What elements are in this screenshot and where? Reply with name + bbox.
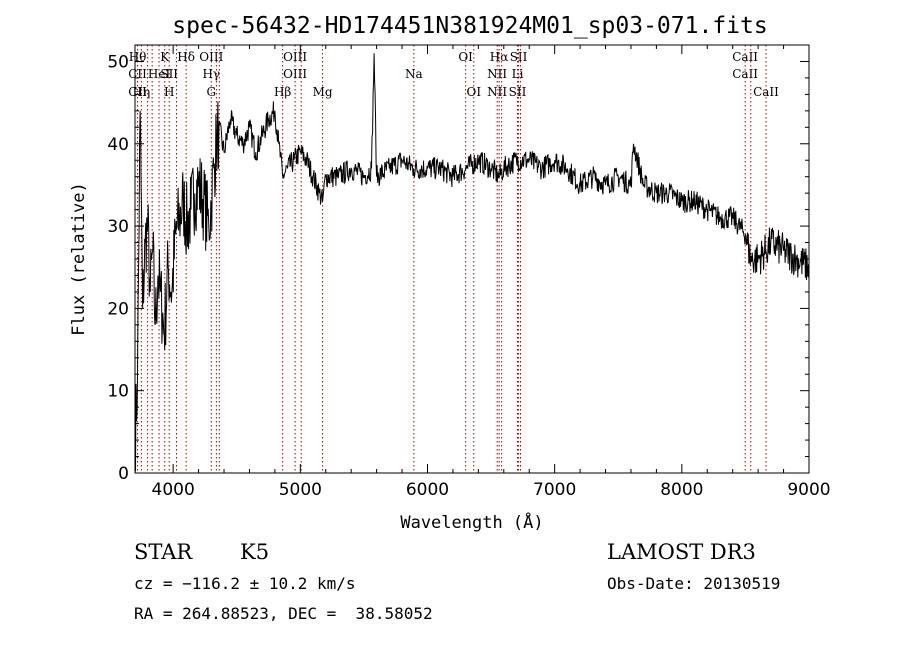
- line-label: SII: [509, 85, 527, 99]
- flux-line: [134, 53, 810, 472]
- line-label: CaII: [732, 67, 758, 81]
- line-label: Hγ: [202, 67, 220, 81]
- line-label: Na: [405, 67, 423, 81]
- y-axis-label: Flux (relative): [69, 182, 89, 336]
- line-label: SII: [160, 67, 178, 81]
- line-label: NII: [487, 67, 507, 81]
- x-tick-label: 5000: [279, 480, 322, 500]
- y-tick-label: 20: [107, 299, 129, 319]
- spectrum-chart: spec-56432-HD174451N381924M01_sp03-071.f…: [69, 13, 831, 533]
- axis-ticks: 4000 5000 6000 7000 8000 9000 0 10 20 30 40 50: [107, 45, 831, 500]
- coordinates: RA = 264.88523, DEC = 38.58052: [134, 604, 433, 623]
- line-label: Hδ: [177, 50, 195, 64]
- object-class: STAR: [134, 540, 193, 564]
- y-tick-label: 40: [107, 135, 129, 155]
- x-tick-label: 6000: [406, 480, 449, 500]
- line-label: CII: [128, 85, 147, 99]
- line-label: OI: [458, 50, 473, 64]
- x-tick-label: 4000: [152, 480, 195, 500]
- line-label: OIII: [283, 50, 307, 64]
- object-subclass: K5: [240, 540, 270, 564]
- survey-name: LAMOST DR3: [607, 540, 756, 564]
- line-label: G: [207, 85, 217, 99]
- y-tick-label: 30: [107, 217, 129, 237]
- x-tick-label: 9000: [787, 480, 830, 500]
- line-label: Hη: [133, 85, 151, 99]
- redshift-velocity: cz = −116.2 ± 10.2 km/s: [134, 574, 356, 593]
- flux-series: [134, 53, 810, 472]
- line-label: Li: [512, 67, 524, 81]
- line-label: CaII: [753, 85, 779, 99]
- plot-frame: [134, 44, 810, 474]
- line-label: NII: [487, 85, 507, 99]
- line-label: Hα: [490, 50, 509, 64]
- y-tick-label: 0: [118, 464, 129, 484]
- line-label: OIII: [283, 67, 307, 81]
- line-label: Hβ: [274, 85, 291, 99]
- y-tick-label: 10: [107, 382, 129, 402]
- line-label: Hθ: [129, 50, 147, 64]
- y-tick-label: 50: [107, 52, 129, 72]
- line-label: CII: [128, 67, 147, 81]
- chart-title: spec-56432-HD174451N381924M01_sp03-071.f…: [172, 13, 767, 39]
- line-label: K: [160, 50, 170, 64]
- line-label: Mg: [313, 85, 333, 99]
- line-label: CaII: [732, 50, 758, 64]
- line-label: H: [164, 85, 174, 99]
- line-label: OI: [466, 85, 481, 99]
- x-tick-label: 7000: [533, 480, 576, 500]
- line-label: SII: [510, 50, 528, 64]
- x-tick-label: 8000: [660, 480, 703, 500]
- line-label: OIII: [199, 50, 223, 64]
- observation-date: Obs-Date: 20130519: [607, 574, 781, 593]
- x-axis-label: Wavelength (Å): [400, 511, 543, 533]
